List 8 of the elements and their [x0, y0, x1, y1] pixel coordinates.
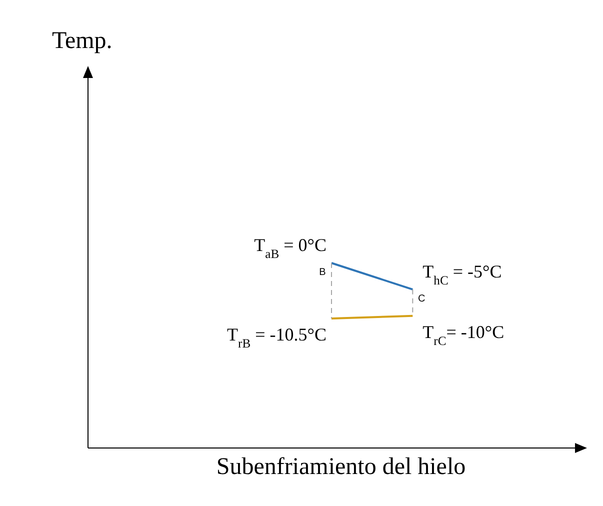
data-label: T$_{aB}$ = 0°C — [254, 235, 326, 261]
data-label: T$_{rB}$ = -10.5°C — [227, 324, 326, 350]
annotation: C — [418, 293, 426, 304]
y-axis-title: Temp. — [52, 28, 112, 55]
data-label: T$_{hC}$ = -5°C — [422, 261, 502, 288]
x-axis-title: Subenfriamiento del hielo — [215, 454, 467, 481]
annotation: B — [319, 267, 326, 278]
data-label: T$_{rC}$= -10°C — [422, 322, 504, 348]
